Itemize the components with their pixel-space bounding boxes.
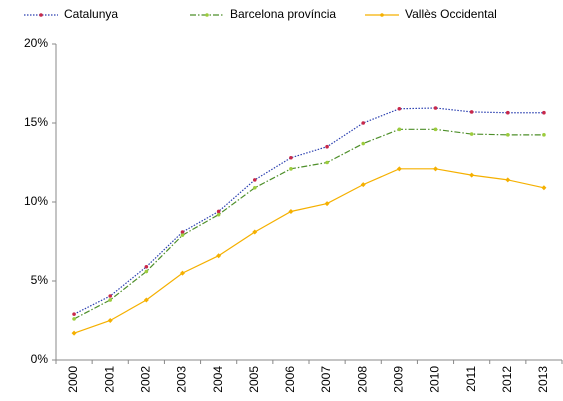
y-tick-label: 5% [31, 273, 49, 287]
x-tick-label: 2002 [139, 366, 153, 393]
marker [433, 106, 438, 110]
marker [469, 110, 474, 114]
x-tick-label: 2000 [66, 366, 80, 393]
x-tick-label: 2009 [392, 366, 406, 393]
marker [541, 185, 547, 191]
marker [505, 110, 510, 115]
marker [72, 312, 76, 316]
marker [325, 160, 329, 165]
marker [180, 230, 185, 234]
marker [360, 182, 366, 188]
marker [144, 269, 149, 274]
marker [289, 155, 293, 160]
marker [469, 172, 475, 178]
marker [107, 318, 113, 323]
marker [180, 233, 185, 237]
x-tick-label: 2013 [536, 366, 550, 393]
y-tick-label: 15% [24, 115, 48, 129]
marker [72, 317, 76, 321]
y-tick-label: 0% [31, 352, 49, 366]
marker [505, 177, 511, 183]
series-line [73, 128, 544, 320]
marker [397, 106, 402, 111]
y-tick-label: 10% [24, 194, 48, 208]
marker [108, 294, 113, 298]
marker [396, 166, 402, 172]
marker [108, 298, 113, 302]
marker [433, 127, 438, 132]
x-tick-label: 2005 [247, 366, 261, 393]
marker [216, 212, 221, 217]
x-tick-label: 2010 [428, 366, 442, 393]
marker [325, 144, 329, 149]
y-tick-label: 20% [24, 36, 48, 50]
marker [252, 229, 258, 235]
legend-label: Catalunya [64, 7, 118, 21]
marker [542, 133, 546, 137]
x-tick-label: 2007 [319, 366, 333, 393]
marker [469, 132, 474, 136]
x-tick-label: 2003 [175, 366, 189, 393]
marker [71, 330, 77, 336]
marker [397, 127, 402, 132]
marker [324, 201, 330, 207]
marker [252, 178, 257, 182]
marker [143, 297, 149, 303]
marker [433, 166, 438, 172]
marker [252, 185, 257, 190]
marker [361, 141, 366, 146]
x-tick-label: 2012 [500, 366, 514, 393]
x-tick-label: 2008 [355, 366, 369, 393]
marker [144, 264, 149, 269]
marker [505, 133, 510, 137]
series-line [73, 168, 545, 334]
marker [216, 253, 222, 259]
marker [542, 110, 546, 115]
marker [216, 209, 221, 214]
x-tick-label: 2001 [102, 366, 116, 393]
legend-marker [380, 13, 384, 17]
marker [288, 208, 294, 214]
marker [180, 270, 185, 276]
legend-label: Barcelona província [230, 7, 336, 21]
legend-marker [39, 13, 43, 17]
marker [289, 167, 293, 171]
legend-marker [205, 13, 209, 17]
x-tick-label: 2004 [211, 366, 225, 393]
x-tick-label: 2006 [283, 366, 297, 393]
marker [361, 121, 366, 125]
x-tick-label: 2011 [464, 366, 478, 392]
legend-label: Vallès Occidental [405, 7, 497, 21]
series-line [73, 107, 544, 315]
